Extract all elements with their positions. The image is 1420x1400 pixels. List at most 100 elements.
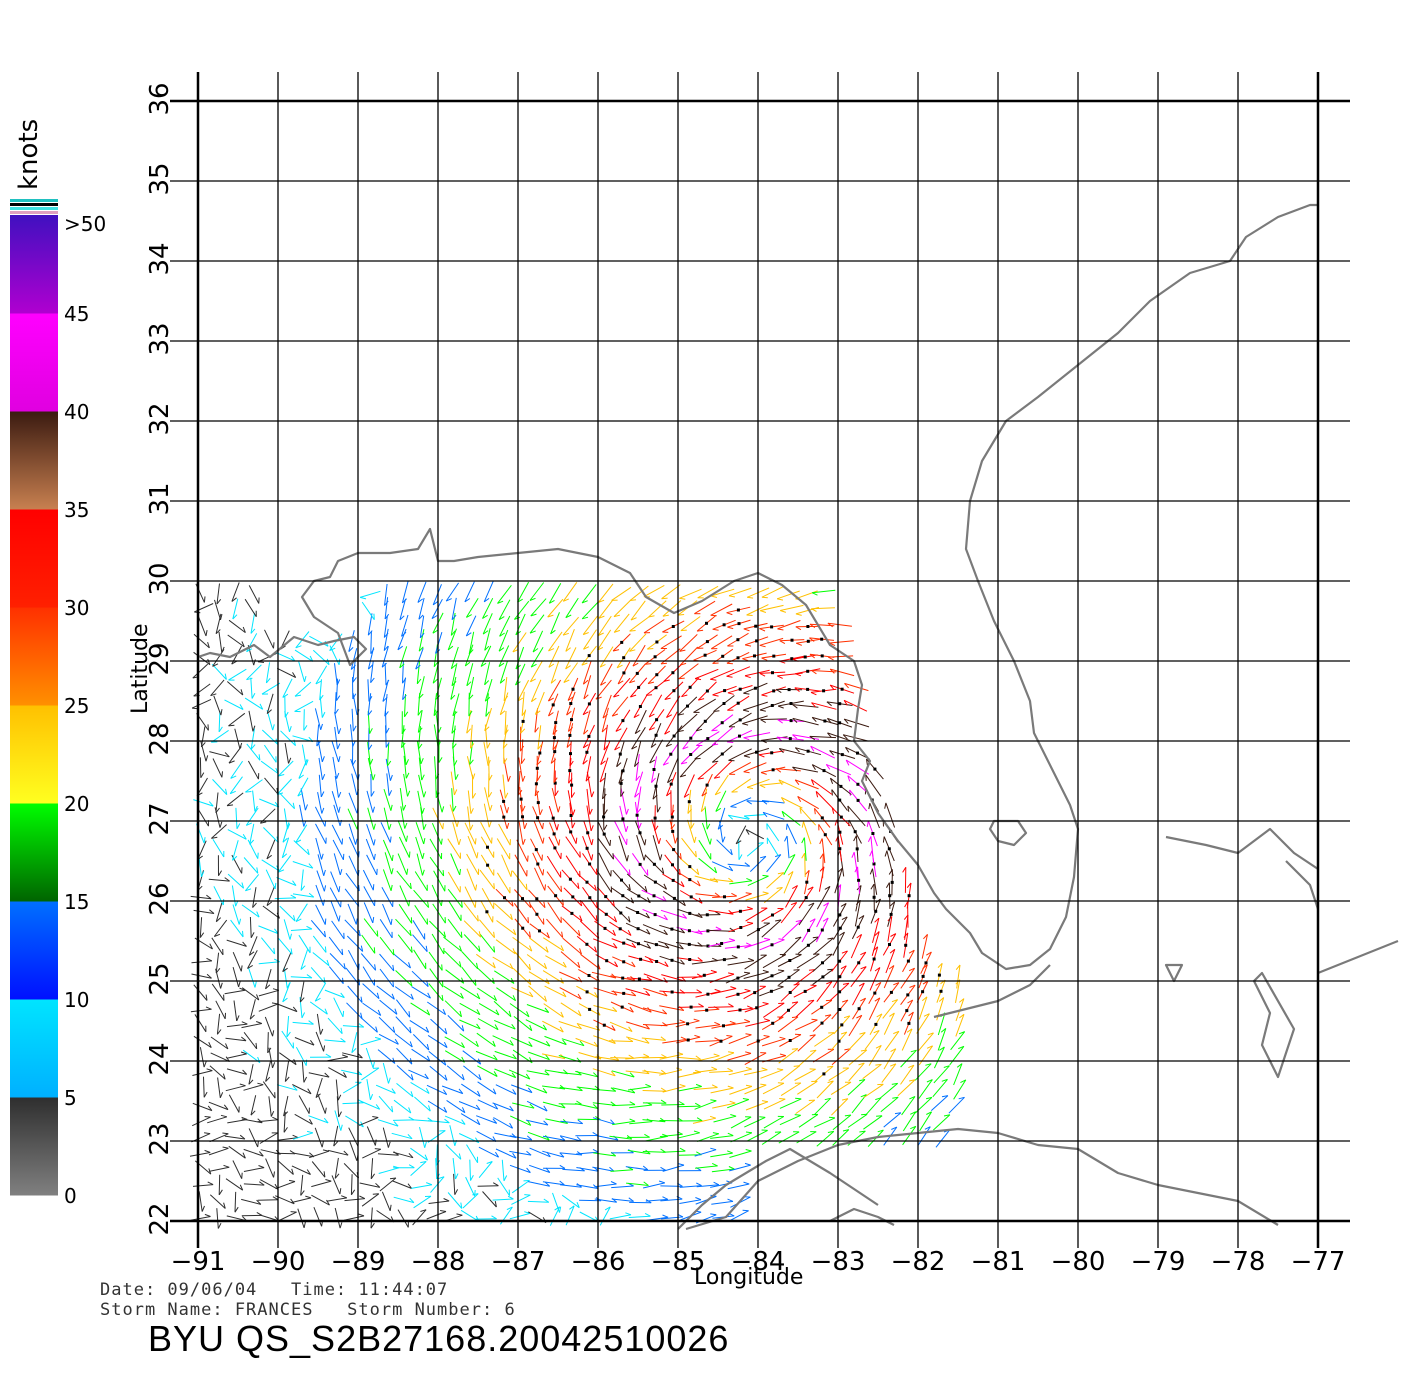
wind-vector: [189, 1152, 211, 1157]
rain-flag-dot: [722, 1024, 725, 1028]
wind-vector: [227, 1119, 248, 1124]
wind-vector: [282, 982, 291, 1003]
wind-vector-head: [906, 882, 912, 889]
wind-vector: [766, 837, 779, 857]
wind-vector: [659, 1053, 684, 1060]
rain-flag-dot: [568, 733, 572, 737]
wind-vector: [203, 1076, 205, 1098]
wind-vector-head: [807, 886, 814, 891]
bimini-outline: [1164, 963, 1184, 983]
wind-vector: [693, 1069, 717, 1074]
wind-vector: [317, 792, 323, 814]
wind-vector: [315, 1077, 323, 1098]
rain-flag-dot: [772, 654, 776, 658]
wind-vector-head: [827, 622, 834, 628]
wind-vector-head: [440, 838, 443, 845]
wind-vector: [382, 1127, 389, 1148]
wind-vector: [466, 853, 479, 875]
wind-vector-head: [797, 796, 802, 802]
wind-vector: [233, 1000, 238, 1021]
wind-vector-head: [338, 886, 341, 893]
latitude-tick-label: 24: [145, 1042, 175, 1075]
wind-vector: [250, 1095, 257, 1116]
wind-vector: [294, 1037, 315, 1046]
wind-vector: [745, 1101, 769, 1111]
wind-vector-head: [715, 807, 722, 812]
wind-vector: [687, 819, 695, 843]
wind-vector-head: [392, 949, 395, 956]
wind-vector-head: [664, 961, 669, 967]
wind-vector-head: [717, 824, 724, 830]
wind-vector-head: [475, 1040, 479, 1047]
wind-vector: [935, 1129, 951, 1148]
wind-vector-head: [614, 629, 621, 633]
wind-vector-head: [476, 1119, 481, 1125]
wind-vector: [847, 805, 866, 827]
wind-vector-head: [745, 892, 752, 895]
wind-vector: [298, 661, 305, 683]
wind-vector-head: [610, 1101, 616, 1106]
wind-vector-head: [218, 1189, 223, 1196]
wind-vector: [399, 885, 410, 907]
wind-vector-head: [295, 839, 302, 844]
rain-flag-dot: [686, 1038, 690, 1042]
wind-vector: [795, 999, 815, 1018]
wind-vector-head: [943, 1114, 951, 1117]
wind-vector-head: [666, 714, 673, 718]
wind-vector: [261, 859, 280, 872]
wind-vector: [643, 987, 668, 997]
rain-flag-dot: [787, 975, 791, 979]
wind-vector-head: [352, 760, 357, 766]
wind-vector-head: [526, 1135, 533, 1141]
wind-vector-head: [503, 758, 508, 764]
wind-vector-head: [455, 1173, 459, 1180]
wind-vector-head: [203, 1091, 208, 1098]
wind-vector: [495, 1084, 517, 1095]
wind-vector-head: [542, 837, 545, 844]
wind-vector-head: [858, 1062, 865, 1066]
wind-vector: [710, 668, 735, 680]
wind-vector-head: [711, 1162, 718, 1167]
wind-vector-head: [223, 1202, 226, 1209]
wind-vector: [498, 823, 511, 846]
wind-vector-head: [591, 791, 595, 798]
wind-vector: [297, 777, 309, 797]
wind-vector-head: [338, 728, 342, 735]
rain-flag-dot: [753, 991, 757, 995]
wind-vector: [428, 983, 444, 1002]
wind-vector: [869, 967, 881, 991]
wind-vector-head: [812, 936, 819, 939]
wind-vector-head: [249, 839, 255, 845]
wind-vector: [853, 852, 859, 879]
wind-vector: [411, 986, 431, 999]
wind-vector: [634, 709, 647, 734]
wind-vector: [384, 597, 389, 620]
wind-vector-head: [391, 1106, 394, 1113]
wind-vector: [603, 724, 608, 751]
wind-vector: [494, 903, 513, 921]
wind-vector-head: [492, 1118, 498, 1124]
wind-vector-head: [744, 1019, 751, 1023]
y-axis-label: Latitude: [128, 623, 153, 714]
wind-vector-head: [442, 1008, 447, 1015]
wind-vector-head: [552, 744, 557, 751]
wind-vector-head: [200, 871, 205, 878]
wind-vector: [199, 1047, 205, 1068]
wind-vector-head: [869, 850, 873, 857]
wind-vector: [696, 1055, 720, 1062]
wind-vector: [792, 717, 819, 726]
wind-vector: [642, 1007, 667, 1015]
wind-vector-head: [368, 695, 373, 702]
wind-vector-head: [323, 1045, 326, 1052]
wind-vector: [333, 853, 341, 876]
rain-flag-dot: [618, 752, 622, 756]
wind-vector: [762, 811, 785, 820]
wind-vector-head: [554, 1206, 560, 1211]
wind-vector-head: [579, 1040, 585, 1047]
wind-vector: [314, 708, 322, 730]
wind-vector-head: [792, 766, 798, 772]
wind-vector: [399, 598, 407, 621]
longitude-tick-label: −80: [1051, 1247, 1106, 1277]
wind-vector-head: [680, 774, 687, 778]
colorbar-tick-label: 35: [64, 498, 89, 522]
